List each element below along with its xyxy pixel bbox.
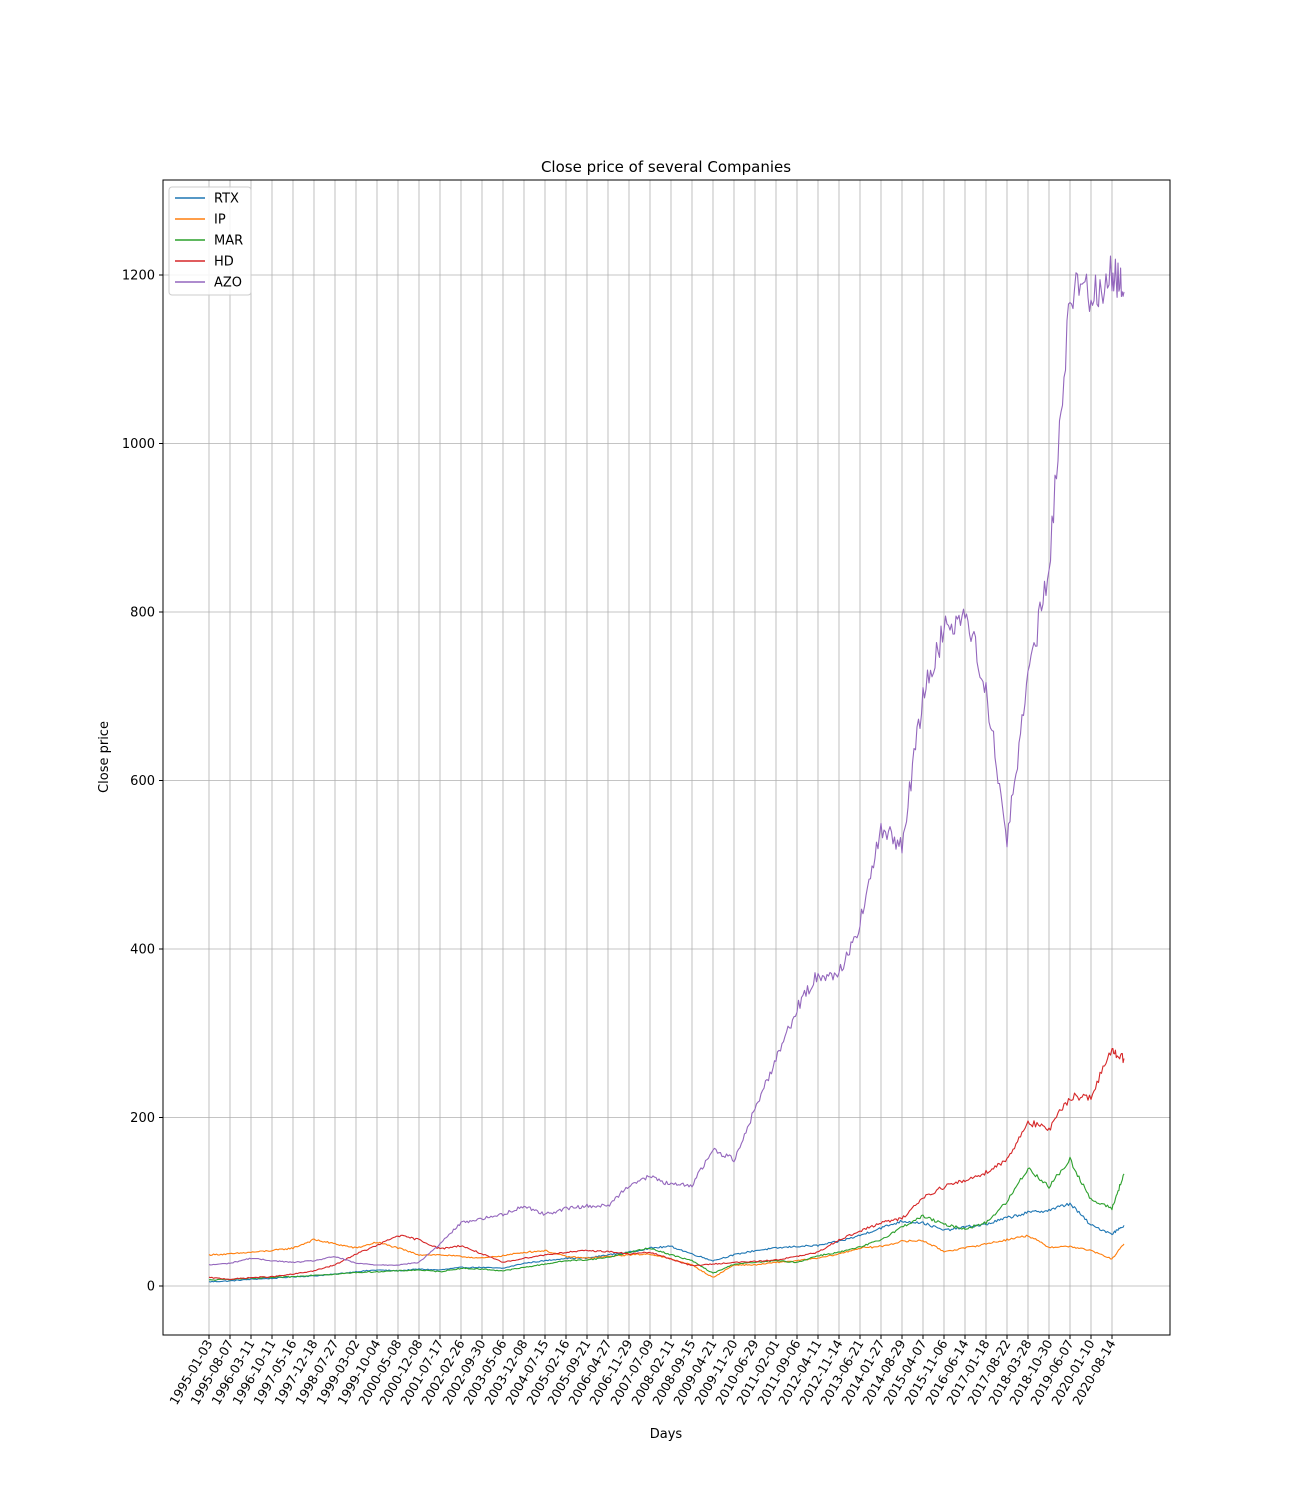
series-line-mar (208, 1156, 1125, 1281)
y-axis-ticks: 0 200 400 600 800 1000 1200 (122, 269, 163, 1295)
legend-label-rtx: RTX (214, 192, 239, 207)
series-line-hd (208, 1048, 1125, 1281)
y-tick-label: 1200 (122, 269, 155, 284)
legend-label-azo: AZO (214, 276, 242, 291)
y-tick-label: 400 (130, 943, 155, 958)
y-tick-label: 800 (130, 606, 155, 621)
chart-title: Close price of several Companies (541, 158, 791, 176)
y-tick-label: 600 (130, 774, 155, 789)
x-axis-label: Days (650, 1427, 683, 1442)
y-tick-label: 200 (130, 1111, 155, 1126)
legend-label-ip: IP (214, 213, 226, 228)
y-tick-label: 0 (147, 1280, 155, 1295)
y-axis-label: Close price (97, 721, 112, 793)
series-line-rtx (208, 1202, 1125, 1283)
legend-box (168, 186, 252, 296)
legend-label-mar: MAR (214, 234, 243, 249)
legend-label-hd: HD (214, 255, 234, 270)
series-lines (208, 255, 1125, 1283)
legend: RTX IP MAR HD AZO (168, 186, 252, 296)
y-tick-label: 1000 (122, 437, 155, 452)
grid-lines (163, 180, 1170, 1335)
series-line-azo (208, 255, 1125, 1266)
plot-frame (162, 179, 1171, 1336)
